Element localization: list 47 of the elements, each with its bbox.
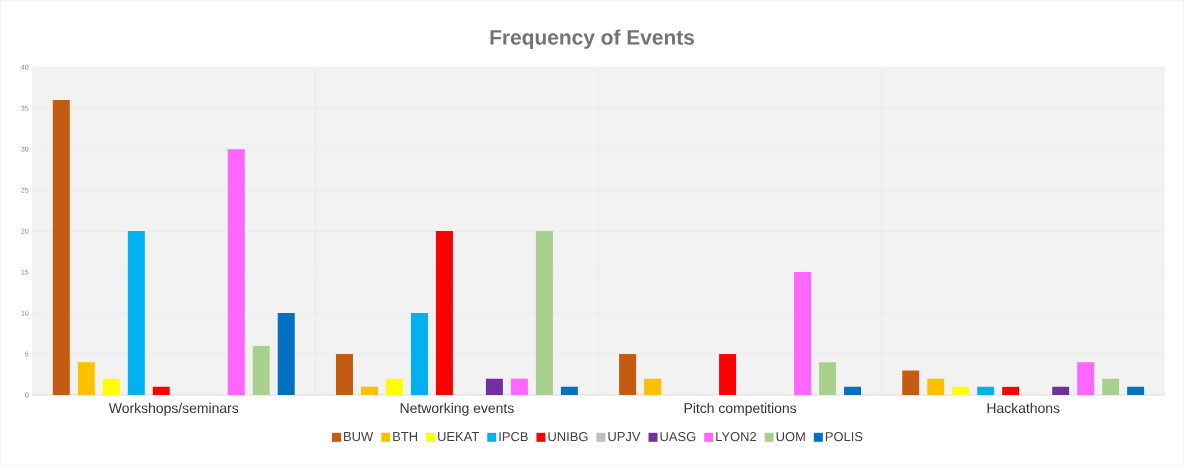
bar: [644, 378, 662, 395]
bar: [102, 378, 120, 395]
bar: [1052, 386, 1070, 395]
chart-title: Frequency of Events: [490, 29, 694, 49]
bar: [902, 370, 920, 395]
bar: [52, 99, 70, 395]
x-tick-label: Networking events: [400, 402, 514, 416]
bar: [277, 312, 295, 395]
legend-label: BTH: [393, 432, 418, 441]
bar: [1127, 386, 1145, 395]
legend-label: UEKAT: [438, 432, 479, 442]
bar: [794, 271, 812, 395]
bar: [719, 353, 737, 395]
bar: [152, 386, 170, 395]
legend-label: UNIBG: [548, 431, 588, 442]
bar: [410, 312, 428, 395]
bar: [1077, 362, 1095, 395]
legend-label: UOM: [776, 431, 805, 442]
bar: [252, 345, 270, 395]
bar: [1102, 378, 1120, 395]
bar: [819, 362, 837, 395]
bar: [560, 386, 578, 395]
legend-label: LYON2: [716, 431, 757, 442]
x-tick-label: Workshops/seminars: [108, 402, 239, 416]
bar: [952, 386, 970, 395]
bar: [844, 386, 862, 395]
bar: [360, 386, 378, 395]
bar: [335, 353, 353, 395]
bar: [77, 362, 95, 395]
x-tick-label: Pitch competitions: [684, 402, 797, 416]
legend-label: UPJV: [608, 432, 641, 442]
legend-label: UASG: [660, 431, 696, 442]
bar: [435, 231, 453, 395]
bar: [1002, 386, 1020, 395]
bar: [510, 378, 528, 395]
bar: [535, 231, 553, 395]
bar: [385, 378, 403, 395]
bar: [227, 149, 245, 395]
bar: [485, 378, 503, 395]
bar: [927, 378, 945, 395]
bar: [127, 231, 145, 395]
bar: [619, 353, 637, 395]
legend-label: IPCB: [499, 431, 528, 442]
x-tick-label: Hackathons: [987, 402, 1060, 413]
legend-label: BUW: [344, 432, 374, 442]
legend-label: POLIS: [825, 431, 863, 442]
bar: [977, 386, 995, 395]
